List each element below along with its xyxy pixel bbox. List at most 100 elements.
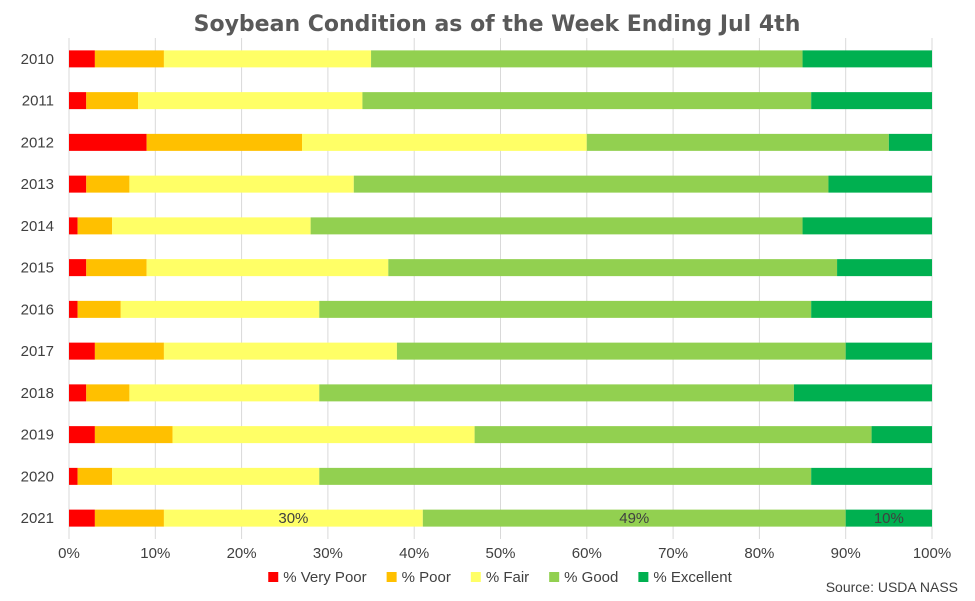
source-note: Source: USDA NASS <box>826 579 958 595</box>
bars <box>69 50 932 527</box>
category-label: 2018 <box>21 385 54 402</box>
category-label: 2011 <box>22 93 54 110</box>
bar-segment <box>77 217 113 235</box>
data-label: 10% <box>874 510 904 527</box>
bar-segment <box>474 426 872 444</box>
legend-swatch <box>470 572 481 582</box>
legend-label: % Very Poor <box>283 569 366 586</box>
bar-segment <box>138 92 363 110</box>
bar-segment <box>146 133 303 151</box>
x-tick-label: 90% <box>831 545 861 562</box>
chart-title: Soybean Condition as of the Week Ending … <box>194 12 801 37</box>
bar-segment <box>69 259 87 277</box>
data-label: 30% <box>278 510 308 527</box>
x-tick-label: 40% <box>399 545 429 562</box>
x-tick-label: 70% <box>658 545 688 562</box>
bar-segment <box>811 92 932 110</box>
bar-segment <box>811 300 932 318</box>
bar-segment <box>77 467 113 485</box>
bar-segment <box>837 259 932 277</box>
category-label: 2012 <box>21 134 54 151</box>
category-label: 2013 <box>21 176 54 193</box>
legend-label: % Excellent <box>653 569 732 586</box>
bar-segment <box>69 50 95 68</box>
bar-segment <box>396 342 846 360</box>
category-label: 2019 <box>21 427 54 444</box>
bar-segment <box>811 467 932 485</box>
bar-segment <box>69 342 95 360</box>
category-labels: 2010 2011 2012 2013 2014 2015 2016 2017 2018 2019… <box>21 51 54 527</box>
bar-segment <box>802 50 932 68</box>
bar-segment <box>69 509 95 527</box>
legend-swatch <box>386 572 397 582</box>
bar-segment <box>86 384 130 402</box>
bar-segment <box>94 509 164 527</box>
bar-segment <box>388 259 838 277</box>
bar-segment <box>69 467 78 485</box>
legend-swatch <box>638 572 649 582</box>
bar-segment <box>69 175 87 193</box>
x-tick-label: 30% <box>313 545 343 562</box>
bar-segment <box>69 133 147 151</box>
x-axis-ticks: 0% 10% 20% 30% 40% 50% 60% 70% 80% 90% 100% <box>58 545 951 562</box>
bar-segment <box>319 384 794 402</box>
bar-segment <box>353 175 829 193</box>
bar-segment <box>69 92 87 110</box>
bar-segment <box>94 342 164 360</box>
bar-segment <box>77 300 121 318</box>
category-label: 2016 <box>21 301 54 318</box>
bar-segment <box>69 426 95 444</box>
bar-segment <box>871 426 932 444</box>
bar-segment <box>69 300 78 318</box>
gridlines <box>68 38 933 539</box>
bar-segment <box>86 175 130 193</box>
bar-segment <box>69 217 78 235</box>
bar-segment <box>319 467 812 485</box>
x-tick-label: 60% <box>572 545 602 562</box>
legend-label: % Good <box>564 569 618 586</box>
bar-segment <box>362 92 812 110</box>
bar-segment <box>146 259 389 277</box>
bar-segment <box>802 217 932 235</box>
bar-segment <box>163 342 397 360</box>
x-tick-label: 10% <box>140 545 170 562</box>
category-label: 2010 <box>21 51 54 68</box>
legend-label: % Fair <box>486 569 529 586</box>
x-tick-label: 80% <box>744 545 774 562</box>
bar-segment <box>129 384 320 402</box>
bar-segment <box>129 175 354 193</box>
category-label: 2014 <box>21 218 54 235</box>
bar-segment <box>69 384 87 402</box>
data-label: 49% <box>619 510 649 527</box>
bar-segment <box>302 133 587 151</box>
legend-label: % Poor <box>402 569 451 586</box>
x-tick-label: 100% <box>913 545 951 562</box>
bar-segment <box>310 217 803 235</box>
bar-segment <box>94 426 173 444</box>
x-tick-label: 50% <box>485 545 515 562</box>
bar-segment <box>586 133 889 151</box>
bar-segment <box>845 342 932 360</box>
bar-segment <box>163 509 423 527</box>
category-label: 2021 <box>21 510 54 527</box>
category-label: 2020 <box>21 468 54 485</box>
bar-segment <box>86 92 139 110</box>
bar-segment <box>94 50 164 68</box>
bar-segment <box>120 300 320 318</box>
category-label: 2015 <box>21 260 54 277</box>
bar-segment <box>319 300 812 318</box>
bar-segment <box>845 509 932 527</box>
legend-swatch <box>549 572 560 582</box>
bar-segment <box>172 426 475 444</box>
bar-segment <box>828 175 932 193</box>
bar-segment <box>371 50 803 68</box>
bar-segment <box>163 50 372 68</box>
x-tick-label: 20% <box>227 545 257 562</box>
bar-segment <box>793 384 932 402</box>
bar-segment <box>888 133 932 151</box>
bar-segment <box>112 217 311 235</box>
bar-segment <box>86 259 147 277</box>
bar-segment <box>422 509 846 527</box>
